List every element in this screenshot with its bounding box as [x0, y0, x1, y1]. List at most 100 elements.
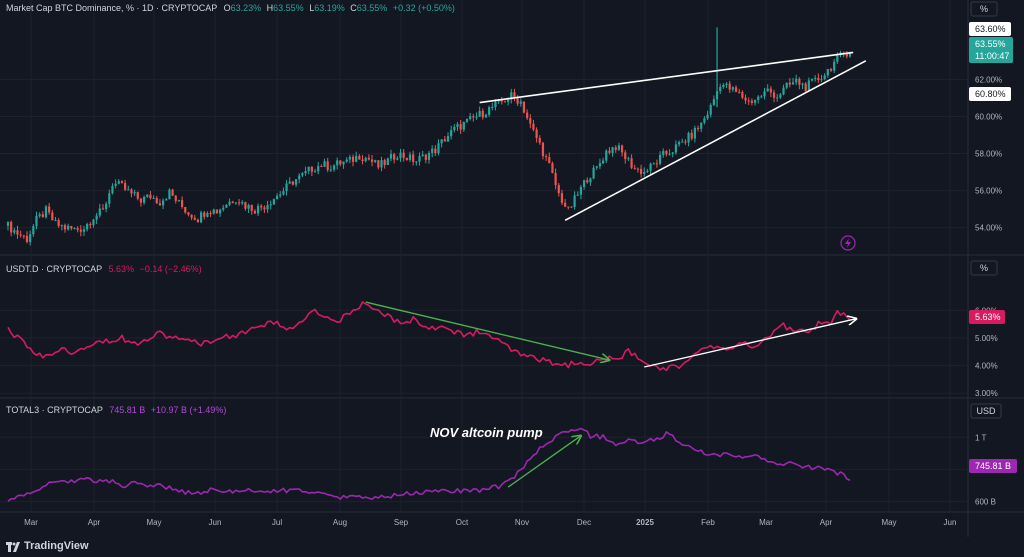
candle-22: [76, 226, 79, 233]
candle-71: [231, 200, 234, 204]
candle-body-215: [687, 132, 690, 143]
candle-body-127: [408, 154, 412, 160]
candle-body-149: [478, 110, 481, 117]
candle-125: [402, 149, 405, 162]
candle-body-90: [291, 181, 294, 185]
main-scale-button[interactable]: %: [970, 1, 998, 17]
candle-30: [101, 204, 105, 210]
candle-body-116: [374, 160, 377, 162]
candle-body-143: [459, 124, 462, 130]
candle-body-223: [712, 99, 715, 105]
total3-scale-button[interactable]: USD: [970, 403, 1002, 419]
candle-131: [421, 150, 424, 157]
candle-97: [313, 168, 317, 173]
candle-body-186: [595, 166, 598, 168]
candle-body-242: [772, 92, 776, 98]
candle-215: [687, 131, 690, 147]
usdt-scale-button[interactable]: %: [970, 260, 998, 276]
candle-body-73: [237, 202, 241, 204]
candle-220: [703, 116, 706, 125]
candle-85: [275, 193, 279, 200]
candle-body-163: [522, 101, 526, 113]
candle-body-220: [703, 118, 706, 123]
btc-dominance-pane[interactable]: [6, 27, 852, 246]
candle-178: [570, 206, 573, 208]
ytick-label-0-0: 54.00%: [975, 224, 1002, 233]
candle-body-206: [658, 154, 662, 164]
candle-body-229: [731, 87, 734, 90]
usdt-legend-change: −0.14 (−2.46%): [140, 264, 202, 274]
candle-body-169: [541, 142, 545, 157]
candle-227: [725, 82, 728, 89]
candle-199: [636, 167, 640, 173]
candle-99: [320, 164, 323, 168]
ytick-label-1-0: 3.00%: [975, 389, 998, 398]
candle-body-234: [747, 100, 750, 102]
month-label-9: Dec: [577, 518, 591, 527]
candle-162: [519, 98, 522, 107]
candle-body-176: [564, 202, 567, 207]
candle-body-189: [605, 150, 608, 161]
candle-111: [358, 154, 361, 160]
current-price-text: 63.55%: [975, 39, 1006, 49]
candle-212: [677, 140, 681, 147]
chart-canvas[interactable]: Mar Apr May Jun Jul Aug Sep Oct Nov Dec 2025 Feb Mar…: [0, 0, 1024, 537]
candle-body-47: [155, 197, 158, 204]
candle-134: [431, 145, 434, 158]
candle-128: [412, 150, 415, 166]
candle-112: [361, 154, 364, 165]
candle-140: [450, 125, 453, 140]
alert-bolt-icon[interactable]: [840, 235, 856, 251]
total3-legend[interactable]: TOTAL3 · CRYPTOCAP 745.81 B +10.97 B (+1…: [6, 405, 226, 415]
usdt-series-line: [7, 301, 851, 372]
drawings[interactable]: [365, 51, 867, 488]
candle-144: [462, 121, 465, 133]
candle-17: [60, 224, 63, 231]
candle-body-7: [29, 234, 32, 242]
brand-name[interactable]: TradingView: [24, 540, 89, 552]
candle-body-164: [526, 112, 529, 119]
tradingview-logo-icon[interactable]: [6, 541, 20, 553]
candle-52: [171, 188, 174, 197]
candle-body-51: [168, 189, 171, 200]
candle-69: [225, 204, 228, 209]
candle-256: [817, 73, 820, 84]
label-63-60-text: 63.60%: [975, 24, 1006, 34]
candle-body-207: [662, 151, 665, 155]
candle-body-193: [617, 145, 621, 150]
candle-36: [120, 180, 124, 184]
candle-body-111: [358, 155, 361, 160]
usdt-dominance-pane[interactable]: [7, 301, 851, 372]
candle-body-117: [377, 160, 380, 168]
candle-body-235: [750, 100, 753, 103]
candle-body-260: [829, 69, 833, 71]
grid-lines: [0, 0, 968, 512]
candle-26: [89, 222, 92, 229]
candle-body-137: [440, 139, 443, 144]
candle-body-103: [332, 165, 336, 170]
candle-105: [339, 160, 342, 167]
label-63-60: 63.60%: [969, 22, 1011, 36]
usdt-legend[interactable]: USDT.D · CRYPTOCAP 5.63% −0.14 (−2.46%): [6, 264, 202, 274]
candle-body-218: [696, 127, 700, 129]
candle-body-98: [317, 166, 320, 172]
candle-9: [35, 211, 38, 230]
candle-body-19: [67, 225, 70, 230]
total3-pane[interactable]: [7, 427, 851, 502]
candle-87: [282, 187, 285, 196]
candle-body-112: [361, 159, 364, 161]
candle-body-81: [263, 207, 266, 210]
candle-8: [32, 224, 35, 237]
candle-20: [70, 225, 73, 231]
candle-88: [285, 180, 288, 196]
candle-body-130: [418, 156, 421, 162]
candle-119: [383, 158, 386, 169]
candle-body-165: [529, 118, 532, 124]
candle-body-45: [149, 194, 152, 199]
candle-265: [845, 51, 848, 59]
candle-body-77: [250, 204, 253, 211]
candle-168: [538, 135, 541, 145]
main-legend[interactable]: Market Cap BTC Dominance, % · 1D · CRYPT…: [6, 3, 455, 13]
candle-body-28: [95, 215, 98, 220]
candle-139: [446, 132, 450, 142]
